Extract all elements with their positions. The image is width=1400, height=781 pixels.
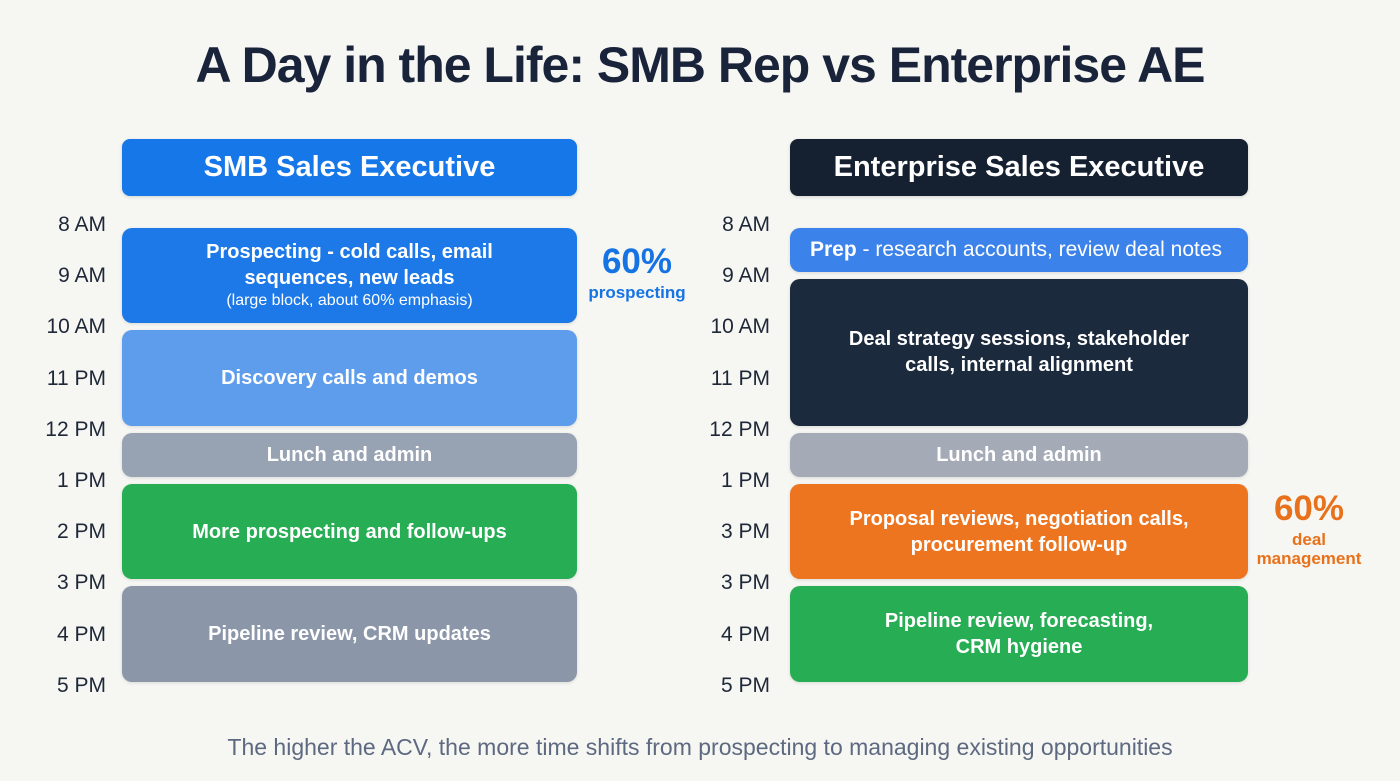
schedule-block: Deal strategy sessions, stakeholder call… [790, 279, 1248, 426]
time-axis-enterprise: 8 AM 9 AM 10 AM 11 PM 12 PM 1 PM 3 PM 3 PM 4 PM 5… [688, 0, 770, 781]
block-title: Discovery calls and demos [221, 367, 478, 390]
block-title: More prospecting and follow-ups [192, 520, 507, 543]
annotation-label: prospecting [588, 282, 686, 302]
schedule-block: Lunch and admin [790, 432, 1248, 477]
time-label: 3 PM [56, 571, 106, 595]
time-label: 3 PM [720, 520, 770, 544]
time-label: 12 PM [45, 417, 106, 441]
annotation-label: deal management [1256, 529, 1362, 569]
time-label: 3 PM [720, 571, 770, 595]
annotation-value: 60% [601, 242, 673, 281]
schedule-column-smb: Prospecting - cold calls, email sequence… [122, 0, 577, 781]
time-label: 8 AM [722, 213, 770, 236]
schedule-block: Proposal reviews, negotiation calls, pro… [790, 484, 1248, 580]
annotation-enterprise-deal-management: 60% deal management [1247, 489, 1371, 569]
column-header-enterprise: Enterprise Sales Executive [790, 139, 1248, 196]
time-label: 9 AM [58, 264, 106, 288]
block-title: Prospecting - cold calls, email sequence… [206, 241, 493, 290]
block-title: Pipeline review, forecasting, CRM hygien… [884, 610, 1154, 659]
time-label: 8 AM [58, 213, 106, 236]
time-axis-smb: 8 AM 9 AM 10 AM 11 PM 12 PM 1 PM 2 PM 3 PM 4 PM 5… [24, 0, 106, 781]
time-label: 5 PM [56, 673, 106, 697]
time-label: 5 PM [720, 673, 770, 697]
time-label: 1 PM [56, 469, 106, 492]
block-subtitle: (large block, about 60% emphasis) [226, 292, 473, 310]
block-title: Prep - research accounts, review deal no… [810, 238, 1223, 262]
time-label: 4 PM [56, 622, 106, 646]
footer-note: The higher the ACV, the more time shifts… [227, 734, 1173, 760]
time-label: 10 AM [46, 315, 106, 339]
schedule-block: Prep - research accounts, review deal no… [790, 228, 1248, 273]
time-label: 11 PM [710, 366, 770, 390]
time-label: 4 PM [720, 622, 770, 646]
schedule-column-enterprise: Prep - research accounts, review deal no… [790, 0, 1248, 781]
block-title: Lunch and admin [936, 443, 1102, 466]
time-label: 10 AM [710, 315, 770, 339]
annotation-smb-prospecting: 60% prospecting [575, 242, 699, 302]
schedule-block: More prospecting and follow-ups [122, 484, 577, 580]
time-label: 12 PM [709, 417, 770, 441]
block-title: Proposal reviews, negotiation calls, pro… [849, 507, 1189, 556]
annotation-value: 60% [1273, 489, 1345, 528]
block-title: Pipeline review, CRM updates [208, 623, 491, 646]
schedule-block: Prospecting - cold calls, email sequence… [122, 228, 577, 324]
schedule-block: Discovery calls and demos [122, 330, 577, 426]
page-title: A Day in the Life: SMB Rep vs Enterprise… [195, 37, 1205, 93]
block-title: Lunch and admin [266, 443, 433, 466]
schedule-block: Pipeline review, CRM updates [122, 586, 577, 682]
schedule-block: Lunch and admin [122, 432, 577, 477]
time-label: 9 AM [722, 264, 770, 288]
schedule-block: Pipeline review, forecasting, CRM hygien… [790, 586, 1248, 682]
time-label: 2 PM [56, 520, 106, 544]
column-header-smb: SMB Sales Executive [122, 139, 577, 196]
time-label: 11 PM [46, 366, 106, 390]
block-title: Deal strategy sessions, stakeholder call… [848, 328, 1190, 377]
time-label: 1 PM [720, 469, 770, 492]
